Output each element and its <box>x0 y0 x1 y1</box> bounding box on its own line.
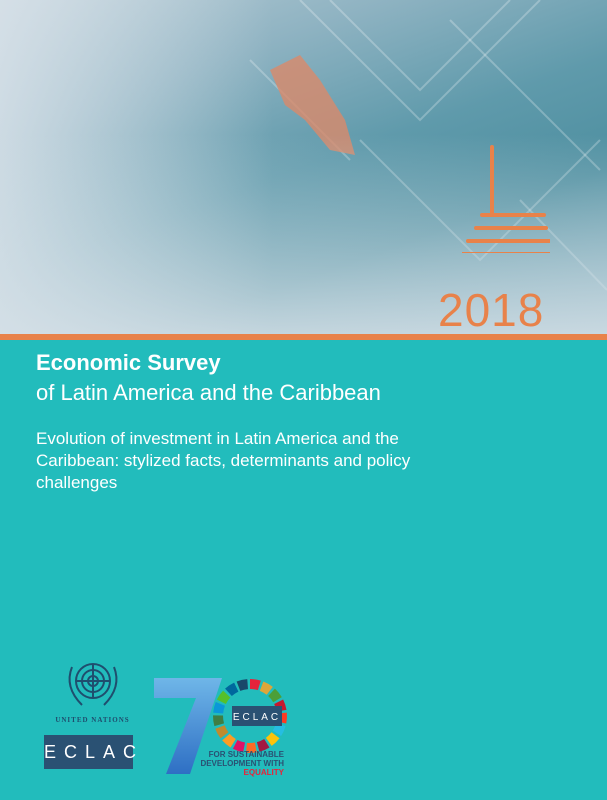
divider <box>0 334 607 340</box>
eclac-emblem-icon <box>462 145 550 253</box>
tagline-line2: DEVELOPMENT WITH EQUALITY <box>180 759 284 777</box>
un-logo: United Nations <box>50 655 135 724</box>
eclac-70-logo: ECLAC <box>154 678 287 774</box>
un-label: United Nations <box>55 716 130 724</box>
report-description: Evolution of investment in Latin America… <box>36 429 411 492</box>
sdg-segment <box>216 690 231 705</box>
tagline: FOR SUSTAINABLE DEVELOPMENT WITH EQUALIT… <box>180 750 284 777</box>
seven-glyph <box>154 678 222 774</box>
sdg-segment <box>225 682 239 697</box>
sdg-segment <box>236 679 249 691</box>
sdg-segment <box>245 742 257 753</box>
sdg-segment <box>268 688 282 703</box>
cover-image <box>0 0 607 336</box>
sdg-segment <box>249 679 261 691</box>
sdg-segment <box>232 739 246 753</box>
sdg-segment <box>259 681 273 695</box>
sdg-segment <box>222 733 236 748</box>
sdg-segment <box>213 701 226 714</box>
ring-eclac-label: ECLAC <box>233 712 281 723</box>
page-subtitle: of Latin America and the Caribbean <box>36 380 381 405</box>
tagline-text: DEVELOPMENT WITH <box>200 759 284 768</box>
page-title: Economic Survey <box>36 350 221 375</box>
tagline-highlight: EQUALITY <box>243 768 284 777</box>
un-emblem-icon <box>68 663 117 706</box>
sdg-segment <box>215 725 229 739</box>
sdg-segment <box>213 715 225 727</box>
tagline-line1: FOR SUSTAINABLE <box>208 750 284 759</box>
eclac-logo: ECLAC <box>44 735 136 769</box>
sdg-segment <box>256 738 270 752</box>
edition-year: 2018 <box>438 284 545 336</box>
sdg-segment <box>265 732 280 746</box>
sdg-segment <box>272 723 286 737</box>
